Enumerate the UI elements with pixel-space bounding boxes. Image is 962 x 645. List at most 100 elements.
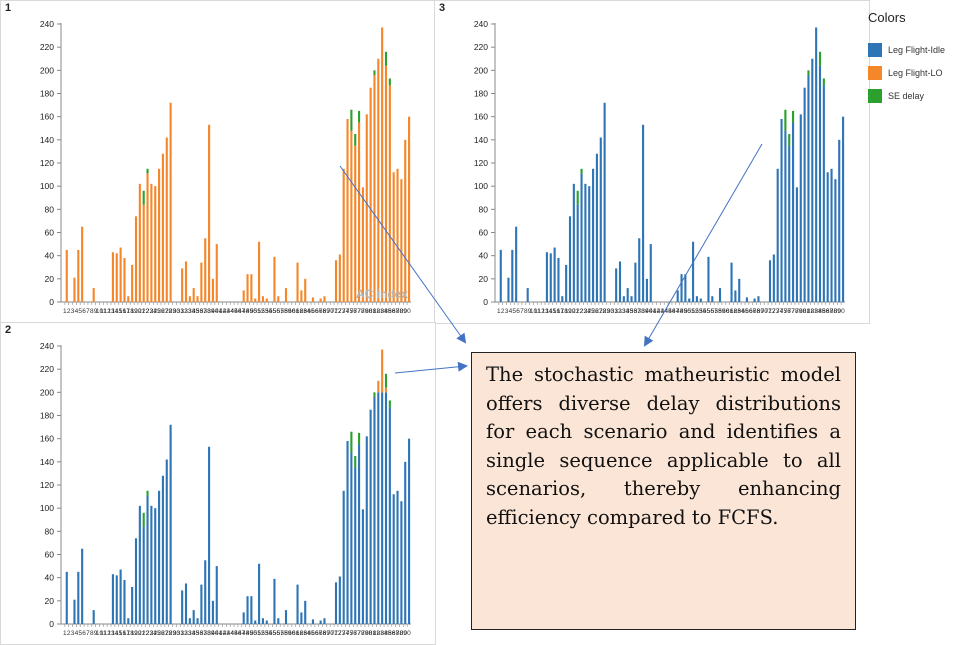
bar-1-84-seg0 [384,65,388,302]
bar-3-63-seg0 [738,278,741,302]
bar-3-83-seg0 [815,27,818,302]
x-tick-label: 75 [346,630,354,637]
x-tick-label: 20 [568,308,576,315]
arrow-from-chart-3 [643,143,763,347]
x-tick-label: 67 [315,308,323,315]
x-tick-label: 83 [377,630,385,637]
bar-2-81-seg0 [373,396,376,624]
legend-item-se-delay: SE delay [868,84,962,107]
legend-item-idle: Leg Flight-Idle [868,38,962,61]
x-tick-label: 40 [645,308,653,315]
bar-1-88-seg0 [400,179,403,302]
bar-1-15-seg0 [119,247,122,302]
x-tick-label: 79 [795,308,803,315]
y-tick-label: 220 [474,42,488,52]
x-tick-label: 26 [157,308,165,315]
x-tick-label: 25 [154,630,162,637]
x-tick-label: 89 [400,308,408,315]
bar-3-77-seg1 [792,110,795,123]
x-tick-label: 14 [111,308,119,315]
bar-2-28-seg0 [169,424,172,624]
bar-2-67-seg0 [319,620,322,624]
bar-1-18-seg0 [131,264,134,302]
bar-2-49-seg0 [250,596,253,624]
x-tick-label: 29 [169,630,177,637]
bar-1-67-seg0 [319,298,322,302]
bar-1-51-seg0 [258,241,261,302]
bar-1-76-seg0 [354,145,357,302]
x-tick-label: 49 [246,308,254,315]
x-tick-label: 53 [261,630,269,637]
x-tick-label: 72 [334,308,342,315]
bar-3-47-seg0 [676,290,679,302]
bar-2-76-seg1 [354,456,357,468]
x-tick-label: 23 [580,308,588,315]
legend: Colors Leg Flight-Idle Leg Flight-LO SE … [868,10,962,107]
bar-3-13-seg0 [545,252,548,302]
x-tick-label: 85 [384,308,392,315]
bar-1-31-seg0 [181,268,184,302]
x-tick-label: 42 [219,308,227,315]
bar-3-73-seg0 [776,168,779,302]
bar-3-18-seg0 [565,264,568,302]
bar-2-51-seg0 [258,563,261,624]
chart-panel-2: 0 20 40 60 80 100 120 140 160 180 200 220 240 1 2 3 4 5 6 7… [0,322,436,645]
x-tick-label: 59 [718,308,726,315]
x-tick-label: 43 [657,308,665,315]
x-tick-label: 61 [292,630,300,637]
x-tick-label: 47 [238,308,246,315]
x-tick-label: 41 [215,308,223,315]
bar-1-90-seg0 [408,116,411,303]
x-tick-label: 4 [75,630,79,637]
bar-1-71-seg0 [334,260,338,302]
x-tick-label: 51 [688,308,696,315]
y-tick-label: 100 [40,181,54,191]
x-tick-label: 8 [524,308,528,315]
x-tick-label: 25 [154,308,162,315]
bar-1-73-seg0 [342,168,345,302]
bar-2-56-seg0 [277,618,280,624]
y-tick-label: 60 [479,228,489,238]
bar-3-19-seg0 [568,216,572,302]
bar-1-36-seg0 [200,262,203,302]
bar-2-83-seg0 [381,392,384,624]
bar-2-83-seg1 [381,349,384,393]
x-tick-label: 32 [614,308,622,315]
x-tick-label: 36 [630,308,638,315]
bar-3-52-seg0 [695,296,698,302]
x-tick-label: 62 [296,308,304,315]
bar-2-22-seg1 [146,490,149,496]
legend-swatch-lo [868,65,882,80]
bar-1-16-seg0 [123,257,126,302]
x-tick-label: 69 [323,308,331,315]
x-tick-label: 55 [703,308,711,315]
arrow-from-chart-2 [394,361,468,374]
x-tick-label: 12 [104,308,112,315]
bar-1-3-seg0 [73,277,76,302]
x-tick-label: 46 [234,630,242,637]
x-tick-label: 28 [165,630,173,637]
bar-1-81-seg1 [373,70,376,75]
x-tick-label: 71 [764,308,772,315]
x-tick-label: 5 [512,308,516,315]
x-tick-label: 15 [115,308,123,315]
bar-2-15-seg0 [119,569,122,624]
bar-1-76-seg1 [354,134,357,146]
bar-2-58-seg0 [284,610,288,624]
x-tick-label: 65 [307,308,315,315]
x-tick-label: 39 [207,308,215,315]
x-tick-label: 22 [142,308,150,315]
x-tick-label: 69 [323,630,331,637]
x-tick-label: 31 [177,630,185,637]
x-tick-label: 52 [691,308,699,315]
x-tick-label: 67 [749,308,757,315]
x-tick-label: 36 [196,630,204,637]
y-tick-label: 240 [474,19,488,29]
bar-3-84-seg1 [818,51,822,66]
bar-2-85-seg1 [388,400,391,408]
bar-3-39-seg0 [645,278,648,302]
x-tick-label: 32 [180,630,188,637]
x-tick-label: 1 [63,308,67,315]
chart-panel-1: 0 20 40 60 80 100 120 140 160 180 200 220 240 1 2 3 4 5 6 7… [0,0,436,324]
